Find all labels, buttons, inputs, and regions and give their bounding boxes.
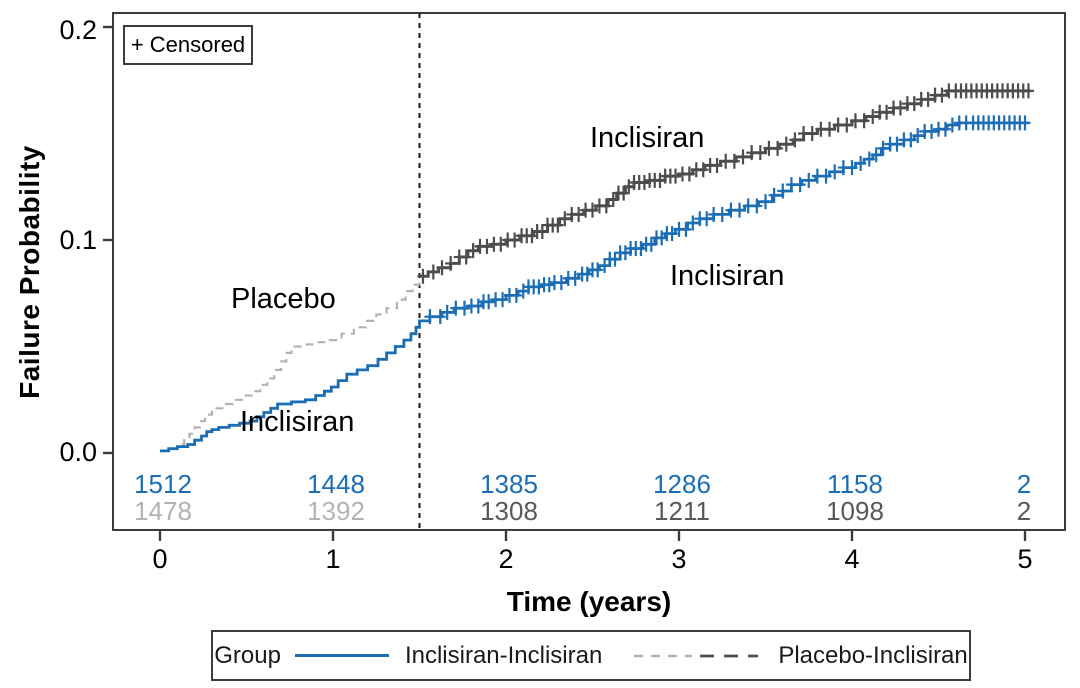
risk-count: 1512 [134, 469, 192, 499]
y-tick-label-0.1: 0.1 [59, 225, 97, 255]
risk-count: 1098 [826, 496, 884, 526]
risk-count: 1448 [307, 469, 365, 499]
x-axis-title: Time (years) [506, 586, 672, 617]
x-tick-label-1: 1 [325, 544, 341, 574]
legend-title: Group [214, 641, 281, 669]
risk-count: 1478 [134, 496, 192, 526]
y-tick-label-0.0: 0.0 [59, 437, 97, 467]
risk-count: 1158 [827, 469, 883, 499]
curve-label-inclisiran-placebo-arm: Inclisiran [590, 122, 705, 154]
risk-count: 1385 [480, 469, 538, 499]
y-tick-label-0.2: 0.2 [59, 15, 97, 45]
censored-legend-box: + Censored [123, 25, 253, 65]
inclisiran-legend-line-icon [294, 654, 389, 657]
placebo-legend-line-icon [634, 654, 759, 657]
curve-label-inclisiran-inclisiran-arm: Inclisiran [670, 260, 785, 292]
risk-count: 1286 [653, 469, 711, 499]
legend-entry-inclisiran-inclisiran: Inclisiran-Inclisiran [404, 641, 603, 669]
risk-count: 2 [1016, 469, 1032, 499]
censored-legend-label: + Censored [130, 32, 246, 57]
x-tick-label-2: 2 [498, 544, 514, 574]
risk-count: 1308 [480, 496, 538, 526]
x-tick-label-4: 4 [844, 544, 860, 574]
legend-entry-placebo-inclisiran: Placebo-Inclisiran [778, 641, 968, 669]
x-tick-label-5: 5 [1017, 544, 1033, 574]
y-axis-title: Failure Probability [14, 145, 45, 399]
legend-box: Group Inclisiran-Inclisiran Placebo-Incl… [211, 630, 971, 681]
curve-label-inclisiran-pre-switch: Inclisiran [240, 406, 355, 438]
risk-count: 1392 [307, 496, 365, 526]
curve-label-placebo: Placebo [231, 283, 336, 315]
x-tick-label-0: 0 [152, 544, 168, 574]
x-tick-label-3: 3 [671, 544, 687, 574]
risk-count: 2 [1016, 496, 1032, 526]
risk-count: 1211 [654, 496, 710, 526]
